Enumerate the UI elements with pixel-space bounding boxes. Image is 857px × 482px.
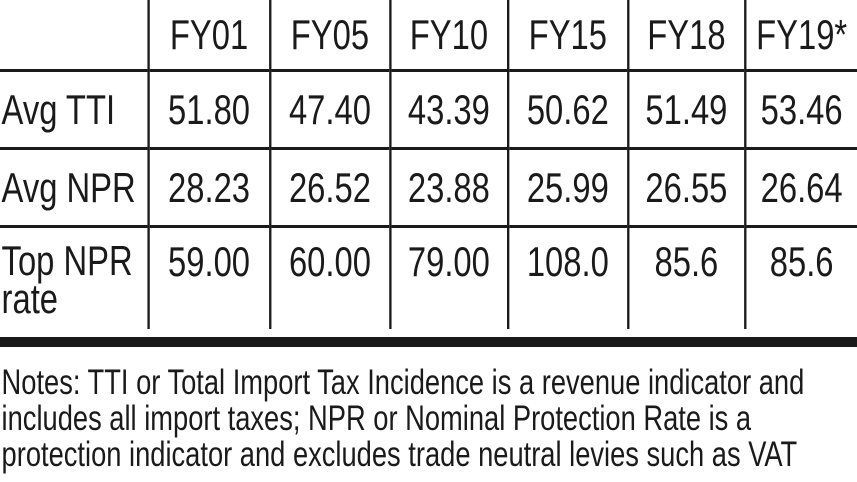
cell: 23.88 [388, 148, 508, 227]
row-label: Avg NPR [1, 163, 136, 211]
column-header: FY15 [506, 0, 628, 71]
cell: 51.49 [626, 70, 745, 149]
row-label: Avg TTI [1, 85, 116, 133]
cell: 47.40 [268, 70, 390, 149]
column-header: FY19* [743, 0, 857, 71]
column-header: FY05 [268, 0, 390, 71]
notes: Notes: TTI or Total Import Tax Incidence… [1, 362, 805, 474]
cell: 85.6 [743, 226, 857, 329]
row-label: Top NPR rate [1, 237, 133, 322]
corner-cell [0, 0, 148, 71]
cell: 26.55 [626, 148, 745, 227]
column-header: FY18 [626, 0, 745, 71]
cell: 26.64 [743, 148, 857, 227]
cell: 43.39 [388, 70, 508, 149]
cell: 60.00 [268, 226, 390, 329]
cell: 108.0 [506, 226, 628, 329]
cell: 26.52 [268, 148, 390, 227]
column-header: FY01 [147, 0, 270, 71]
table-row: Avg NPR 28.23 26.52 23.88 25.99 26.55 26.64 [0, 148, 857, 227]
cell: 59.00 [147, 226, 270, 329]
separator-rule [0, 336, 857, 347]
cell: 53.46 [743, 70, 857, 149]
table-row: Top NPR rate 59.00 60.00 79.00 108.0 85.6 85.6 [0, 226, 857, 329]
cell: 51.80 [147, 70, 270, 149]
cell: 85.6 [626, 226, 745, 329]
cell: 50.62 [506, 70, 628, 149]
column-header: FY10 [388, 0, 508, 71]
header-row: FY01 FY05 FY10 FY15 FY18 FY19* [0, 0, 857, 71]
cell: 28.23 [147, 148, 270, 227]
cell: 25.99 [506, 148, 628, 227]
cell: 79.00 [388, 226, 508, 329]
table-row: Avg TTI 51.80 47.40 43.39 50.62 51.49 53.46 [0, 70, 857, 149]
data-table: FY01 FY05 FY10 FY15 FY18 FY19* Avg TTI 51.80 47… [0, 0, 857, 329]
